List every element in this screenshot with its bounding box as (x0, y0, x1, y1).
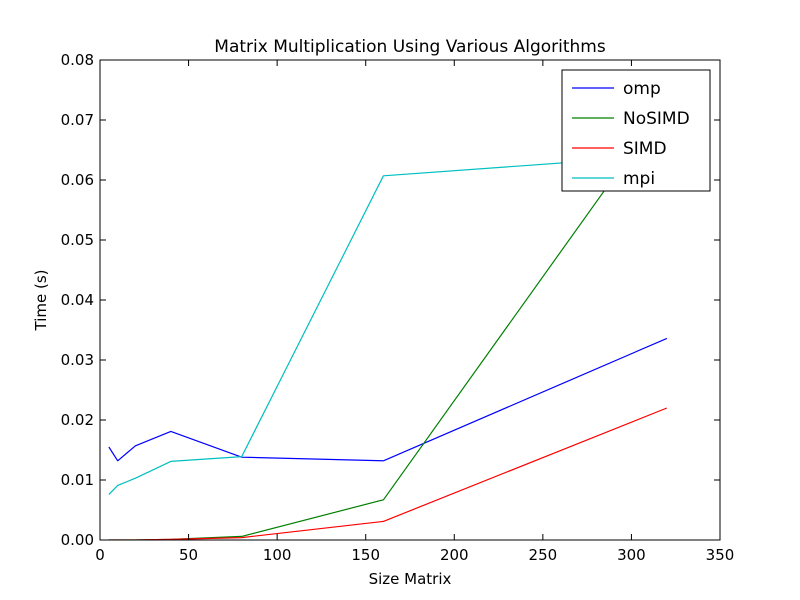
x-axis-label: Size Matrix (369, 570, 452, 588)
y-tick-label: 0.07 (61, 111, 94, 129)
y-tick-label: 0.02 (61, 411, 94, 429)
x-axis-ticks: 0 50 100 150 200 250 300 350 (95, 60, 734, 564)
chart-title: Matrix Multiplication Using Various Algo… (214, 37, 606, 57)
series-line-omp (108, 337, 668, 462)
legend-label-nosimd: NoSIMD (623, 109, 690, 129)
legend-label-omp: omp (623, 79, 661, 99)
y-tick-label: 0.05 (61, 231, 94, 249)
series-line-simd (108, 407, 668, 540)
x-tick-label: 200 (440, 546, 469, 564)
y-tick-label: 0.01 (61, 471, 94, 489)
series-layer (108, 102, 668, 540)
legend-box (561, 69, 711, 192)
legend: omp NoSIMD SIMD mpi (561, 69, 711, 192)
y-tick-label: 0.08 (61, 51, 94, 69)
x-tick-label: 350 (706, 546, 735, 564)
x-tick-label: 150 (351, 546, 380, 564)
x-tick-label: 0 (95, 546, 105, 564)
y-tick-label: 0.06 (61, 171, 94, 189)
x-tick-label: 100 (263, 546, 292, 564)
y-tick-label: 0.00 (61, 531, 94, 549)
x-tick-label: 50 (179, 546, 198, 564)
legend-label-simd: SIMD (623, 139, 667, 159)
series-line-mpi (108, 154, 667, 495)
x-tick-label: 250 (529, 546, 558, 564)
y-axis-label: Time (s) (32, 270, 50, 332)
legend-label-mpi: mpi (623, 169, 655, 189)
x-tick-label: 300 (617, 546, 646, 564)
y-tick-label: 0.03 (61, 351, 94, 369)
y-axis-ticks: 0.00 0.01 0.02 0.03 0.04 0.05 0.06 0.07 0.08 (61, 51, 720, 549)
y-tick-label: 0.04 (61, 291, 94, 309)
